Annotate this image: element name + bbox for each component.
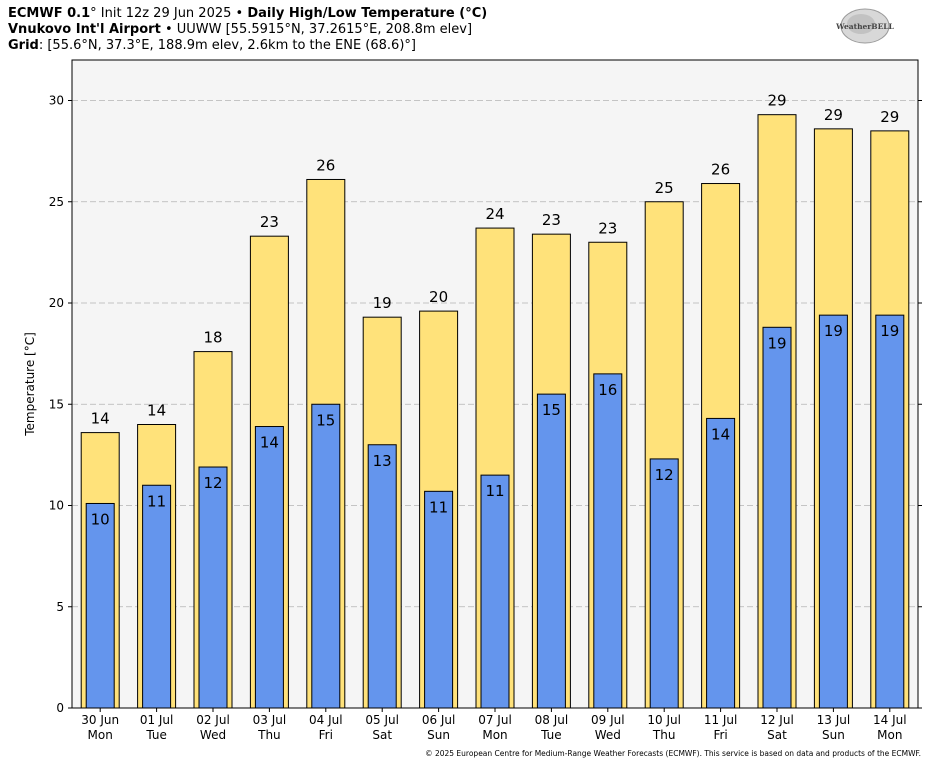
- weatherbell-logo-icon: WeatherBELL: [836, 8, 894, 44]
- init-time: ° Init 12z 29 Jun 2025 •: [90, 6, 244, 21]
- x-tick-date: 13 Jul: [817, 713, 851, 727]
- low-temp-bar: [142, 484, 172, 709]
- x-tick-day: Mon: [482, 728, 507, 742]
- high-temp-label: 20: [429, 288, 448, 306]
- x-tick-day: Mon: [88, 728, 113, 742]
- x-tick-date: 10 Jul: [647, 713, 681, 727]
- y-tick-label: 30: [49, 94, 64, 108]
- header-line-2: Vnukovo Int'l Airport • UUWW [55.5915°N,…: [8, 22, 472, 38]
- low-temp-bar: [85, 502, 115, 709]
- low-temp-bar: [875, 314, 905, 709]
- low-temp-label: 19: [767, 334, 786, 352]
- x-tick-date: 11 Jul: [704, 713, 738, 727]
- copyright-footer: © 2025 European Centre for Medium-Range …: [425, 749, 921, 758]
- high-temp-label: 23: [260, 213, 279, 231]
- x-tick-day: Mon: [877, 728, 902, 742]
- high-temp-label: 29: [880, 108, 899, 126]
- low-temp-bar: [762, 326, 792, 709]
- low-temp-label: 14: [711, 425, 730, 443]
- y-tick-label: 20: [49, 296, 64, 310]
- low-temp-label: 11: [429, 498, 448, 516]
- x-tick-day: Fri: [319, 728, 333, 742]
- y-tick-label: 10: [49, 499, 64, 513]
- x-tick-date: 14 Jul: [873, 713, 907, 727]
- x-tick-day: Sat: [372, 728, 392, 742]
- low-temp-label: 13: [373, 452, 392, 470]
- high-temp-label: 24: [485, 205, 504, 223]
- low-temp-label: 14: [260, 434, 279, 452]
- low-temp-label: 15: [316, 411, 335, 429]
- y-tick-label: 0: [56, 701, 64, 715]
- x-tick-day: Sun: [822, 728, 845, 742]
- y-tick-label: 5: [56, 600, 64, 614]
- low-temp-bar: [480, 474, 510, 709]
- high-temp-label: 19: [373, 294, 392, 312]
- low-temp-bar: [706, 417, 736, 709]
- x-tick-date: 06 Jul: [422, 713, 456, 727]
- x-tick-date: 02 Jul: [196, 713, 230, 727]
- x-tick-day: Sun: [427, 728, 450, 742]
- low-temp-bar: [198, 466, 228, 709]
- high-temp-label: 14: [147, 402, 166, 420]
- x-tick-day: Wed: [595, 728, 621, 742]
- low-temp-bar: [536, 393, 566, 709]
- x-tick-date: 03 Jul: [253, 713, 287, 727]
- high-temp-label: 23: [598, 219, 617, 237]
- x-tick-date: 01 Jul: [140, 713, 174, 727]
- high-temp-label: 29: [824, 106, 843, 124]
- y-tick-label: 25: [49, 195, 64, 209]
- low-temp-label: 11: [485, 482, 504, 500]
- high-temp-label: 29: [767, 92, 786, 110]
- x-tick-day: Sat: [767, 728, 787, 742]
- high-temp-label: 25: [655, 179, 674, 197]
- y-tick-label: 15: [49, 397, 64, 411]
- model-name: ECMWF 0.1: [8, 6, 91, 21]
- x-tick-date: 12 Jul: [760, 713, 794, 727]
- low-temp-label: 10: [91, 510, 110, 528]
- low-temp-label: 12: [203, 474, 222, 492]
- x-tick-day: Tue: [145, 728, 167, 742]
- grid-info: : [55.6°N, 37.3°E, 188.9m elev, 2.6km to…: [38, 38, 416, 53]
- x-tick-day: Thu: [257, 728, 281, 742]
- chart-title: Daily High/Low Temperature (°C): [247, 6, 488, 21]
- x-tick-date: 04 Jul: [309, 713, 343, 727]
- low-temp-bar: [311, 403, 341, 709]
- plot-frame: [71, 59, 919, 709]
- low-temp-label: 15: [542, 401, 561, 419]
- high-temp-label: 14: [91, 410, 110, 428]
- low-temp-bar: [593, 373, 623, 709]
- low-temp-bar: [424, 490, 454, 709]
- station-name: Vnukovo Int'l Airport: [8, 22, 161, 37]
- low-temp-label: 11: [147, 492, 166, 510]
- low-temp-label: 19: [824, 322, 843, 340]
- x-tick-day: Tue: [540, 728, 562, 742]
- station-info: • UUWW [55.5915°N, 37.2615°E, 208.8m ele…: [164, 22, 473, 37]
- header-line-3: Grid: [55.6°N, 37.3°E, 188.9m elev, 2.6k…: [8, 38, 416, 54]
- x-tick-date: 05 Jul: [365, 713, 399, 727]
- header-line-1: ECMWF 0.1° Init 12z 29 Jun 2025 • Daily …: [8, 6, 487, 22]
- x-tick-day: Thu: [652, 728, 676, 742]
- logo-text: WeatherBELL: [836, 22, 894, 31]
- low-temp-label: 12: [655, 466, 674, 484]
- x-tick-date: 08 Jul: [535, 713, 569, 727]
- low-temp-bar: [254, 426, 284, 709]
- x-tick-day: Wed: [200, 728, 226, 742]
- x-tick-date: 07 Jul: [478, 713, 512, 727]
- x-tick-date: 09 Jul: [591, 713, 625, 727]
- x-tick-date: 30 Jun: [81, 713, 119, 727]
- y-axis-label: Temperature [°C]: [23, 332, 37, 437]
- high-temp-label: 26: [711, 161, 730, 179]
- high-temp-label: 26: [316, 156, 335, 174]
- low-temp-bar: [649, 458, 679, 709]
- low-temp-bar: [367, 444, 397, 709]
- x-tick-day: Fri: [713, 728, 727, 742]
- grid-label: Grid: [8, 38, 39, 53]
- high-temp-label: 23: [542, 211, 561, 229]
- high-temp-label: 18: [203, 329, 222, 347]
- low-temp-label: 19: [880, 322, 899, 340]
- low-temp-label: 16: [598, 381, 617, 399]
- low-temp-bar: [818, 314, 848, 709]
